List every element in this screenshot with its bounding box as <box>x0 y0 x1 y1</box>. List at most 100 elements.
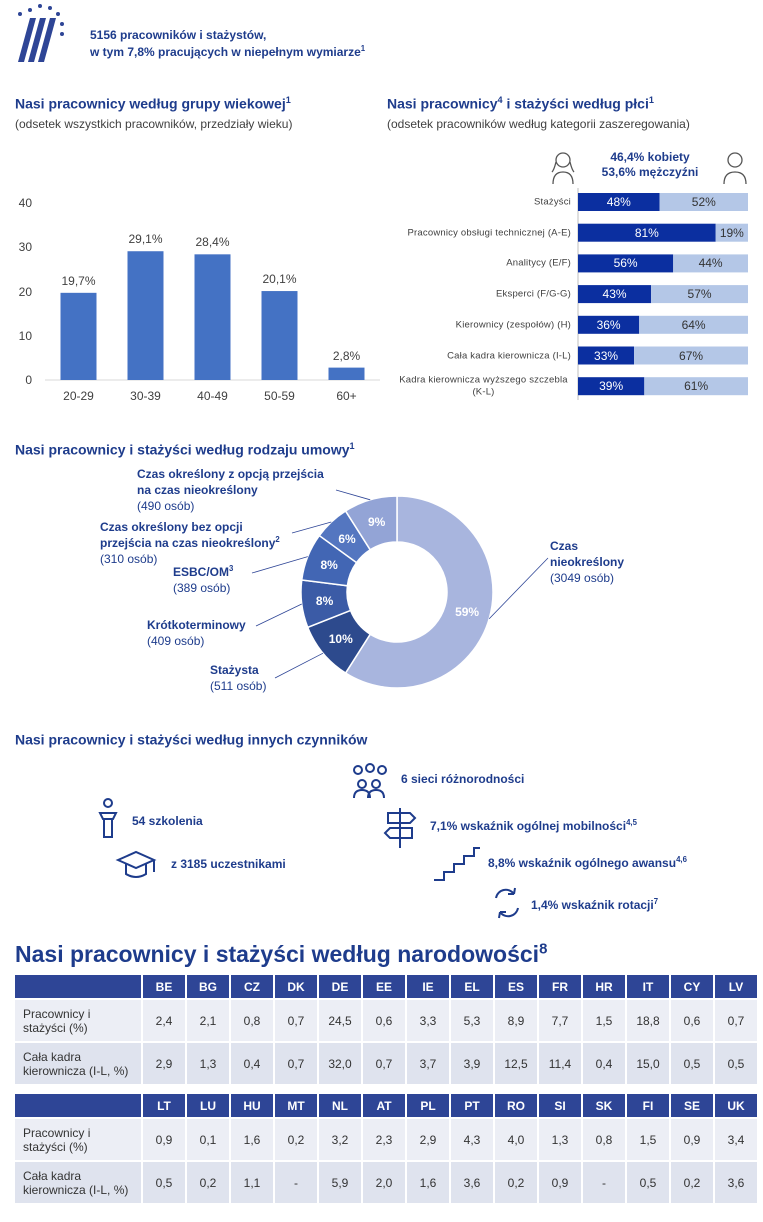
footnote-mark: 3 <box>229 563 234 573</box>
value-label: 36% <box>596 317 621 332</box>
value-label: 2,8% <box>332 348 361 363</box>
country-code: FI <box>625 1092 671 1119</box>
chart-title-text: Nasi pracownicy i stażyści według rodzaj… <box>15 441 350 458</box>
category-count: (490 osób) <box>137 498 195 513</box>
slice-label: 8% <box>320 557 338 572</box>
row-label: Pracownicy i stażyści (%) <box>13 998 143 1043</box>
country-code: EE <box>361 973 407 1000</box>
value-label: 52% <box>691 194 716 209</box>
table-value: 2,1 <box>185 998 231 1043</box>
factor-item-text: 1,4% wskaźnik rotacji <box>531 897 654 912</box>
stairs-icon <box>434 847 480 881</box>
section-title-text: Nasi pracownicy i stażyści według narodo… <box>15 941 540 968</box>
row-label-text: Pracownicy i stażyści (%) <box>23 1125 91 1154</box>
leader-line <box>274 652 324 679</box>
logo <box>18 4 64 62</box>
slice-label: 8% <box>315 593 334 608</box>
table-value: 0,2 <box>185 1160 231 1205</box>
podium-icon <box>98 798 118 838</box>
bar <box>261 291 298 380</box>
bar-segment <box>634 346 748 365</box>
table-value: 24,5 <box>317 998 363 1043</box>
category-label-text: Stażysta <box>210 662 259 677</box>
nationality-table: LT LU HU MT NL AT PL PT RO SI SK FI SE UK Pracownicy i… <box>13 1092 759 1205</box>
table-value: 2,9 <box>405 1117 451 1162</box>
row-label: Cała kadra kierownicza (I-L, %) <box>13 1160 143 1205</box>
row-label-text: Cała kadra kierownicza (I-L, %) <box>23 1168 129 1197</box>
header-row: BE BG CZ DK DE EE IE EL ES FR HR IT CY LV <box>13 973 759 1000</box>
table-value: 11,4 <box>537 1041 583 1086</box>
chart-title-text: i stażyści według płci <box>502 95 649 112</box>
country-code: DE <box>317 973 363 1000</box>
table-value: 0,6 <box>669 998 715 1043</box>
data-row: Cała kadra kierownicza (I-L, %) 0,5 0,2 1,1… <box>13 1160 759 1205</box>
chart-title: Nasi pracownicy4 i stażyści według płci1 <box>387 94 654 113</box>
y-tick-label: 40 <box>18 195 32 210</box>
category-label: Czas określony bez opcji <box>100 520 243 534</box>
table-value: 0,8 <box>581 1117 627 1162</box>
table-value: - <box>581 1160 627 1205</box>
table-value: 0,7 <box>361 1041 407 1086</box>
table-value: 0,9 <box>537 1160 583 1205</box>
signpost-icon <box>383 808 417 848</box>
country-code: MT <box>273 1092 319 1119</box>
table-value: 8,9 <box>493 998 539 1043</box>
bar-segment <box>644 377 748 396</box>
country-code: RO <box>493 1092 539 1119</box>
category-count: (511 osób) <box>210 678 267 693</box>
table-value: 3,6 <box>713 1160 759 1205</box>
value-label: 20,1% <box>262 271 297 286</box>
country-code: CY <box>669 973 715 1000</box>
category-label: Stażysta <box>210 663 259 677</box>
value-label: 67% <box>679 348 704 363</box>
row-label-text: Pracownicy i stażyści (%) <box>23 1006 91 1035</box>
table-value: 1,6 <box>229 1117 275 1162</box>
country-code: CZ <box>229 973 275 1000</box>
factor-item-text: 8,8% wskaźnik ogólnego awansu <box>488 855 677 870</box>
table-value: 32,0 <box>317 1041 363 1086</box>
table-value: 5,3 <box>449 998 495 1043</box>
category-label: przejścia na czas nieokreślony2 <box>100 535 280 550</box>
category-label: Kierownicy (zespołów) (H) <box>455 319 571 331</box>
graduation-icon <box>115 850 157 878</box>
country-code: UK <box>713 1092 759 1119</box>
table-value: 1,5 <box>625 1117 671 1162</box>
table-value: 3,6 <box>449 1160 495 1205</box>
footnote-mark: 8 <box>539 940 548 958</box>
table-value: 0,9 <box>669 1117 715 1162</box>
country-code: IE <box>405 973 451 1000</box>
footnote-mark: 7 <box>653 896 659 906</box>
table-value: 2,4 <box>141 998 187 1043</box>
factor-item: 1,4% wskaźnik rotacji7 <box>531 896 659 912</box>
value-label: 61% <box>684 378 709 393</box>
y-tick-label: 30 <box>18 240 32 255</box>
slice-label: 9% <box>367 514 386 529</box>
y-tick-label: 20 <box>18 284 32 299</box>
country-code: PL <box>405 1092 451 1119</box>
table-value: 3,4 <box>713 1117 759 1162</box>
category-count: (389 osób) <box>173 580 231 595</box>
factor-item-text: 7,1% wskaźnik ogólnej mobilności <box>430 818 627 833</box>
table-value: 0,4 <box>581 1041 627 1086</box>
footnote-mark: 1 <box>360 43 366 53</box>
data-row: Cała kadra kierownicza (I-L, %) 2,9 1,3 0,4… <box>13 1041 759 1086</box>
table-value: 1,3 <box>185 1041 231 1086</box>
table-value: 1,1 <box>229 1160 275 1205</box>
factor-item: 6 sieci różnorodności <box>401 772 524 786</box>
country-code: IT <box>625 973 671 1000</box>
category-label: Czas określony z opcją przejścia <box>137 467 324 481</box>
bar-segment <box>651 285 748 304</box>
gender-summary: 53,6% mężczyźni <box>601 164 699 179</box>
table-value: 4,0 <box>493 1117 539 1162</box>
country-code: FR <box>537 973 583 1000</box>
section-title: Nasi pracownicy i stażyści według narodo… <box>15 941 547 969</box>
rotation-icon <box>495 887 519 919</box>
header-cell <box>13 973 143 1000</box>
footnote-mark: 4 <box>497 94 503 105</box>
header-line: w tym 7,8% pracujących w niepełnym wymia… <box>90 43 366 59</box>
header-cell <box>13 1092 143 1119</box>
country-code: BG <box>185 973 231 1000</box>
value-label: 43% <box>602 286 627 301</box>
table-value: 3,2 <box>317 1117 363 1162</box>
table-value: 0,2 <box>669 1160 715 1205</box>
